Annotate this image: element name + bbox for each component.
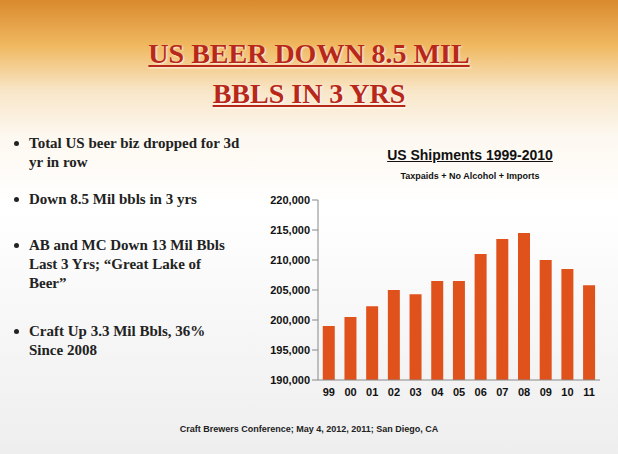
svg-text:00: 00 bbox=[344, 386, 356, 398]
svg-text:205,000: 205,000 bbox=[270, 284, 310, 296]
svg-text:190,000: 190,000 bbox=[270, 374, 310, 386]
svg-text:05: 05 bbox=[453, 386, 465, 398]
html-text:US Shipments 1999-2010: US Shipments 1999-2010 bbox=[387, 147, 553, 163]
html-text:Craft Brewers Conference; May: Craft Brewers Conference; May 4, 2012, 2… bbox=[179, 424, 439, 434]
svg-text:08: 08 bbox=[518, 386, 530, 398]
html-text:AB and MC Down 13 Mil Bbls Las: AB and MC Down 13 Mil Bbls Last 3 Yrs; “… bbox=[29, 237, 225, 291]
svg-text:04: 04 bbox=[431, 386, 444, 398]
html-text:Craft Up 3.3 Mil Bbls, 36% Sin: Craft Up 3.3 Mil Bbls, 36% Since 2008 bbox=[29, 323, 206, 358]
html-text:Down 8.5 Mil bbls in 3 yrs: Down 8.5 Mil bbls in 3 yrs bbox=[29, 191, 197, 207]
svg-text:06: 06 bbox=[475, 386, 487, 398]
svg-text:210,000: 210,000 bbox=[270, 254, 310, 266]
svg-text:195,000: 195,000 bbox=[270, 344, 310, 356]
svg-text:215,000: 215,000 bbox=[270, 224, 310, 236]
svg-text:03: 03 bbox=[409, 386, 421, 398]
svg-text:11: 11 bbox=[583, 386, 595, 398]
svg-text:99: 99 bbox=[323, 386, 335, 398]
svg-text:07: 07 bbox=[496, 386, 508, 398]
svg-text:220,000: 220,000 bbox=[270, 194, 310, 206]
html-text:US BEER DOWN 8.5 MIL: US BEER DOWN 8.5 MIL bbox=[148, 38, 470, 69]
svg-text:200,000: 200,000 bbox=[270, 314, 310, 326]
svg-text:01: 01 bbox=[366, 386, 378, 398]
svg-text:09: 09 bbox=[540, 386, 552, 398]
html-text:Taxpaids + No Alcohol + Import: Taxpaids + No Alcohol + Imports bbox=[400, 171, 540, 181]
html-text:BBLS IN 3 YRS: BBLS IN 3 YRS bbox=[212, 78, 406, 109]
svg-text:10: 10 bbox=[561, 386, 573, 398]
html-text:Total US beer biz dropped for: Total US beer biz dropped for 3d yr in r… bbox=[29, 135, 240, 170]
svg-text:02: 02 bbox=[388, 386, 400, 398]
